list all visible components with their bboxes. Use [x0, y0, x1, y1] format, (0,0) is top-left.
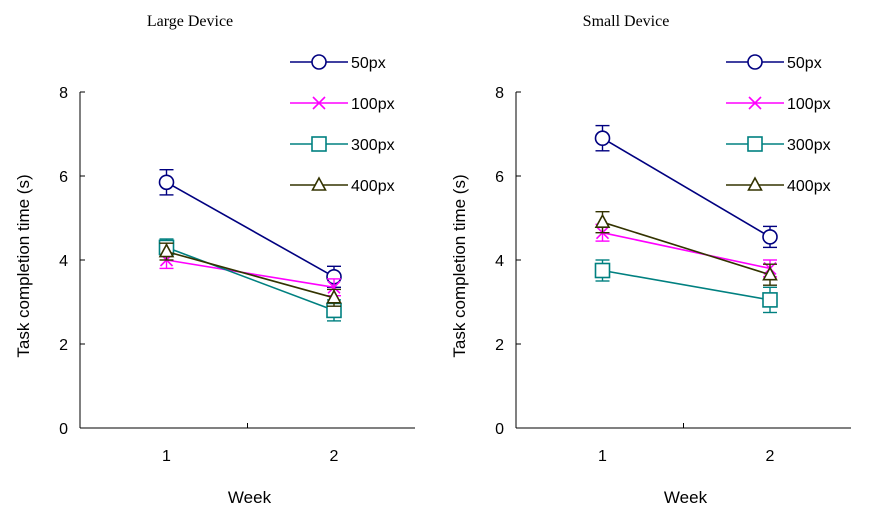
series-line-50px [602, 137, 771, 238]
legend-label: 300px [351, 137, 395, 154]
legend-marker-100px [748, 96, 762, 110]
series-line-400px [166, 250, 335, 299]
data-point-50px [594, 130, 611, 146]
y-tick-label: 2 [495, 337, 504, 354]
y-axis-label: Task completion time (s) [14, 174, 33, 357]
y-tick-label: 4 [59, 253, 68, 270]
data-point-100px-stroke-b [327, 280, 341, 294]
legend-item-300px: 300px [726, 136, 831, 154]
data-point-50px [762, 229, 778, 245]
data-point-400px [762, 266, 778, 281]
chart-title: Small Device [583, 13, 670, 30]
legend-item-300px: 300px [290, 136, 395, 154]
legend-marker-100px-stroke-b [748, 96, 762, 110]
legend-item-50px: 50px [726, 54, 822, 72]
x-tick-label: 1 [162, 448, 171, 465]
y-axis-label: Task completion time (s) [450, 174, 469, 357]
legend-label: 100px [351, 96, 395, 113]
chart-title: Large Device [147, 13, 233, 30]
series-line-300px [166, 246, 335, 312]
legend-marker-50px [747, 54, 763, 70]
chart-small-device: Small Device 0 2 4 6 8 1 2 Week Task completion t… [450, 13, 851, 507]
legend-label: 300px [787, 137, 831, 154]
legend-item-100px: 100px [726, 96, 831, 113]
legend-label: 50px [787, 55, 822, 72]
legend-marker-100px-stroke-b [312, 96, 326, 110]
x-tick-label: 2 [766, 448, 775, 465]
legend-item-400px: 400px [726, 176, 831, 195]
y-tick-label: 8 [59, 85, 68, 102]
series-line-400px [602, 221, 771, 276]
y-tick-label: 4 [495, 253, 504, 270]
chart-panel-small-device: Small Device 0 2 4 6 8 1 2 Week Task completion t… [436, 0, 871, 510]
y-tick-label: 0 [59, 421, 68, 438]
legend-marker-50px [311, 54, 327, 70]
data-point-400px [594, 213, 611, 228]
legend-label: 100px [787, 96, 831, 113]
data-point-300px [594, 262, 611, 279]
data-point-100px [327, 280, 341, 294]
data-point-400px [326, 289, 342, 304]
y-tick-label: 0 [495, 421, 504, 438]
legend-marker-400px [747, 176, 763, 191]
legend-label: 400px [351, 178, 395, 195]
legend-item-100px: 100px [290, 96, 395, 113]
series-line-100px [602, 231, 771, 270]
y-tick-label: 6 [495, 169, 504, 186]
legend-marker-300px [747, 136, 763, 152]
series-line-300px [602, 269, 771, 301]
legend-label: 50px [351, 55, 386, 72]
legend-marker-300px [311, 136, 327, 152]
chart-panel-large-device: Large Device 0 2 4 6 8 1 2 Week Task completion t… [0, 0, 435, 510]
legend-item-400px: 400px [290, 176, 395, 195]
data-point-50px [158, 174, 175, 191]
legend-item-50px: 50px [290, 54, 386, 72]
data-point-400px [158, 242, 175, 258]
legend-marker-400px [311, 176, 327, 191]
x-tick-label: 2 [330, 448, 339, 465]
x-axis-label: Week [228, 488, 272, 507]
data-point-300px [762, 292, 778, 308]
legend-marker-100px [312, 96, 326, 110]
legend-label: 400px [787, 178, 831, 195]
x-tick-label: 1 [598, 448, 607, 465]
x-axis-label: Week [664, 488, 708, 507]
chart-large-device: Large Device 0 2 4 6 8 1 2 Week Task completion t… [14, 13, 415, 507]
y-tick-label: 2 [59, 337, 68, 354]
y-tick-label: 8 [495, 85, 504, 102]
series-line-100px [166, 259, 335, 289]
series-line-50px [166, 181, 335, 278]
y-tick-label: 6 [59, 169, 68, 186]
